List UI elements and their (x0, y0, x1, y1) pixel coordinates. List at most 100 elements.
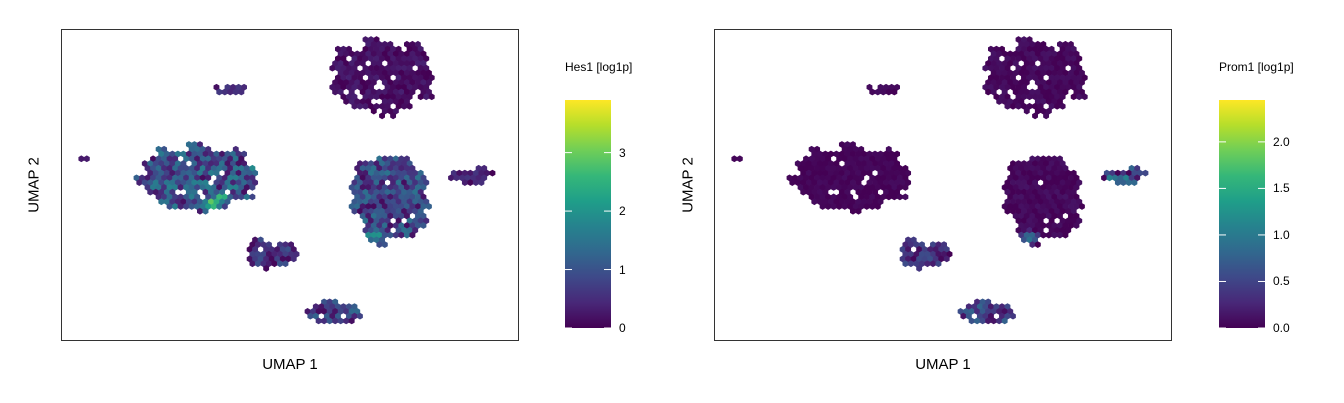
hex-cell (346, 312, 352, 320)
hex-cell (348, 184, 355, 191)
hex-cell (1023, 69, 1030, 77)
hex-cell (1015, 188, 1022, 196)
hex-cell (304, 308, 311, 315)
hex-cell (866, 198, 873, 206)
hex-cell (816, 188, 823, 196)
hex-cell (1029, 222, 1036, 229)
hex-cell (1043, 93, 1050, 101)
hex-cell (905, 236, 912, 244)
hex-cell (194, 155, 201, 163)
hex-cell (1123, 174, 1130, 182)
hex-cell (825, 193, 832, 201)
hex-cell (404, 60, 410, 67)
hex-cell (263, 246, 270, 253)
hex-cell (199, 164, 206, 172)
hex-cell (379, 74, 385, 82)
hex-cell (1034, 193, 1041, 201)
hex-cell (376, 212, 383, 220)
hex-cell (990, 79, 997, 86)
hex-cell (1040, 107, 1047, 115)
hex-cell (412, 226, 419, 234)
hex-cell (392, 203, 399, 210)
hex-cell (1018, 98, 1025, 105)
hex-cell (833, 150, 840, 158)
hex-cell (417, 169, 424, 177)
hex-cell (412, 188, 419, 196)
hex-cell (1128, 164, 1135, 172)
hex-cell (227, 88, 234, 96)
hex-cell (1065, 217, 1072, 225)
hex-cell (1065, 55, 1072, 62)
hex-cell (1040, 40, 1047, 48)
hex-cell (797, 164, 804, 172)
hex-cell (470, 174, 477, 182)
hex-cell (1142, 169, 1149, 177)
hex-cell (877, 179, 884, 186)
hex-cell (1023, 203, 1030, 210)
hex-cell (398, 231, 405, 239)
hex-cell (789, 179, 796, 186)
hex-cell (337, 88, 344, 96)
hex-cell (891, 164, 898, 172)
hex-cell (1037, 226, 1044, 234)
hex-cell (844, 169, 851, 177)
hex-cell (158, 169, 165, 177)
hex-cell (800, 179, 807, 186)
hex-cell (362, 179, 369, 186)
hex-cell (825, 155, 832, 163)
hex-cell (1015, 83, 1022, 91)
hex-cell (858, 203, 865, 210)
hex-cell (985, 60, 992, 67)
hex-cell (213, 169, 220, 177)
hex-cell (850, 150, 856, 158)
hex-cell (417, 207, 424, 215)
hex-cell (1026, 160, 1033, 167)
hex-cell (1021, 45, 1027, 53)
hex-cell (841, 164, 848, 172)
hex-cell (412, 74, 419, 82)
hex-cell (354, 98, 361, 105)
hex-cell (902, 241, 909, 248)
hex-cell (941, 241, 947, 248)
hex-cell (841, 184, 848, 191)
hex-cell (819, 164, 826, 172)
hex-cell (797, 174, 804, 182)
hex-cell (1040, 79, 1047, 86)
hex-cell (1068, 79, 1074, 86)
hex-cell (1043, 64, 1050, 72)
hex-cell (1032, 112, 1038, 120)
hex-cell (1021, 226, 1027, 234)
hex-cell (417, 83, 424, 91)
hex-cell (241, 83, 247, 91)
hex-cell (180, 150, 187, 158)
hex-cell (830, 174, 837, 182)
hex-cell (988, 303, 994, 310)
hex-cell (174, 179, 181, 186)
hex-cell (1037, 217, 1044, 225)
hex-cell (348, 69, 355, 77)
hex-cell (351, 188, 358, 196)
hex-cell (321, 317, 328, 325)
hex-cell (938, 255, 945, 263)
hex-cell (318, 303, 325, 310)
hex-cell (877, 198, 884, 206)
hex-cell (1007, 203, 1014, 210)
hex-cell (163, 198, 170, 206)
hex-cell (1015, 169, 1022, 177)
hex-cell (850, 207, 856, 215)
hex-cell (1057, 50, 1063, 58)
hex-cell (478, 169, 485, 177)
hex-cell (381, 88, 388, 96)
hex-cell (398, 184, 405, 191)
hex-cell (381, 164, 388, 172)
hex-cell (406, 188, 413, 196)
hex-cell (819, 203, 826, 210)
hex-cell (811, 169, 818, 177)
hex-cell (398, 50, 405, 58)
hex-cell (1062, 231, 1069, 239)
hex-cell (337, 60, 344, 67)
hex-cell (869, 203, 876, 210)
hex-cell (982, 83, 989, 91)
hex-cell (163, 179, 170, 186)
hex-cell (1032, 55, 1038, 62)
